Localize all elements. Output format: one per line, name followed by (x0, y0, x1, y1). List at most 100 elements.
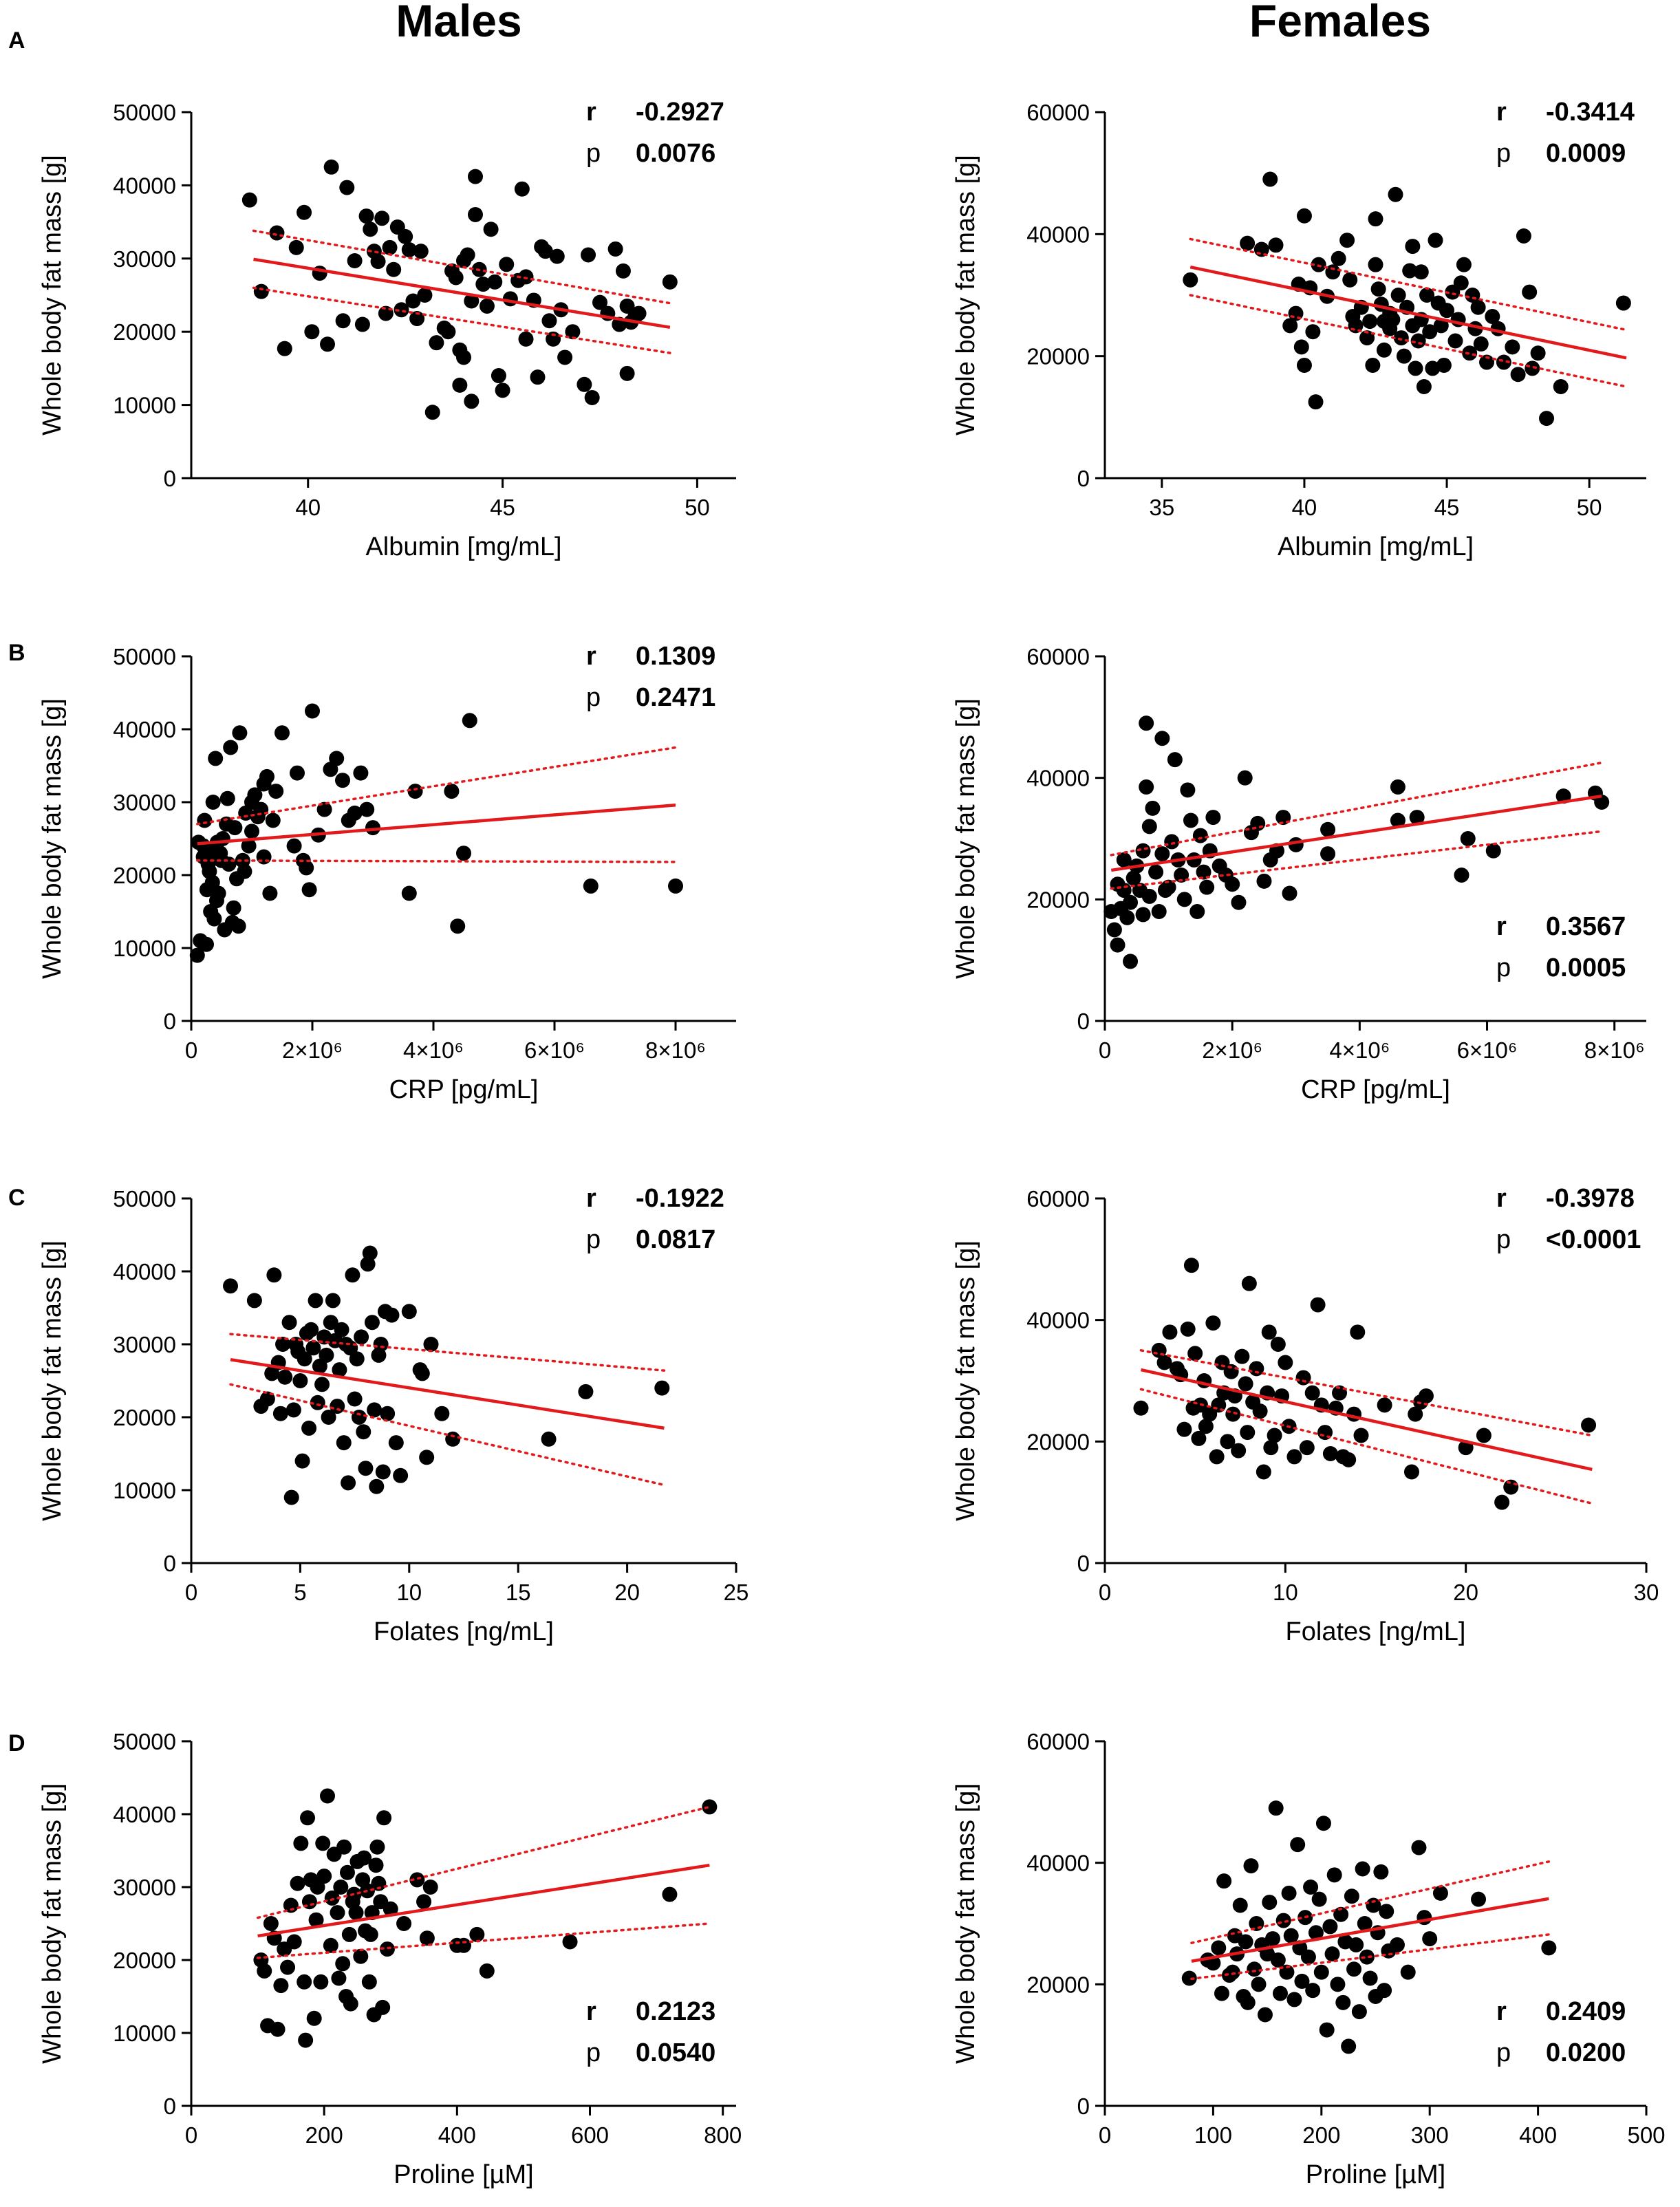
data-point (358, 1461, 374, 1476)
y-axis-label: Whole body fat mass [g] (38, 698, 67, 979)
data-point (1453, 275, 1469, 291)
x-tick-label: 20 (1453, 1580, 1478, 1605)
data-point (270, 2021, 286, 2037)
y-tick-label: 20000 (1026, 887, 1090, 912)
data-point (1225, 876, 1240, 892)
data-point (1139, 779, 1154, 795)
regression-line (1140, 1368, 1593, 1472)
data-point (1237, 770, 1253, 786)
r-value: -0.3414 (1546, 98, 1635, 127)
data-point (353, 765, 369, 781)
data-point (364, 1315, 380, 1331)
data-point (321, 1410, 336, 1425)
data-point (1333, 1906, 1349, 1922)
data-point (1344, 1888, 1359, 1904)
data-point (197, 812, 213, 828)
y-tick-label: 50000 (113, 644, 176, 669)
data-point (1376, 342, 1392, 358)
r-label: r (586, 98, 596, 127)
y-tick-label: 0 (1077, 1551, 1090, 1576)
data-point (1240, 1425, 1256, 1441)
ci-upper-line (1189, 237, 1628, 332)
ci-upper-line (252, 229, 671, 305)
y-tick-label: 0 (1077, 2093, 1090, 2119)
ci-upper-line (1110, 761, 1603, 857)
data-point (479, 298, 495, 314)
data-point (1422, 324, 1438, 340)
data-point (334, 1322, 349, 1337)
p-value: 0.0817 (636, 1225, 715, 1254)
data-point (241, 192, 257, 208)
data-point (281, 1315, 297, 1331)
data-point (290, 1875, 305, 1891)
y-axis-label: Whole body fat mass [g] (951, 1240, 980, 1521)
data-point (1503, 1479, 1519, 1495)
data-point (1270, 1337, 1286, 1352)
y-tick-label: 20000 (1026, 344, 1090, 369)
x-tick-label: 500 (1627, 2122, 1665, 2148)
data-point (343, 1996, 358, 2012)
ci-upper-line (1190, 1860, 1551, 1945)
data-point (368, 1858, 384, 1873)
data-point (401, 885, 417, 901)
data-point (1272, 1985, 1288, 2001)
p-label: p (586, 683, 601, 712)
data-point (1419, 288, 1435, 303)
data-point (1161, 879, 1176, 895)
x-tick-label: 6×10⁶ (1457, 1037, 1518, 1063)
data-point (1485, 309, 1500, 325)
y-tick-label: 60000 (1026, 100, 1090, 125)
data-point (1408, 360, 1423, 376)
r-value: -0.2927 (636, 98, 724, 127)
data-point (331, 1970, 347, 1986)
data-point (1282, 318, 1298, 334)
p-label: p (586, 2038, 601, 2067)
data-point (409, 1872, 425, 1888)
data-point (1154, 731, 1170, 746)
data-point (259, 1391, 275, 1407)
data-point (320, 1788, 335, 1804)
data-point (1525, 360, 1540, 376)
data-point (1299, 1440, 1315, 1456)
data-point (1505, 339, 1520, 355)
y-tick-label: 0 (1077, 466, 1090, 491)
data-point (1191, 1430, 1207, 1446)
data-point (1462, 345, 1478, 361)
data-point (1256, 1464, 1271, 1480)
x-tick-label: 200 (1302, 2122, 1340, 2148)
data-point (1470, 299, 1486, 315)
data-point (283, 1489, 299, 1505)
data-point (1205, 810, 1221, 826)
y-tick-label: 40000 (113, 1259, 176, 1284)
data-point (1262, 171, 1278, 187)
y-axis-label: Whole body fat mass [g] (951, 698, 980, 979)
y-tick-label: 30000 (113, 1332, 176, 1357)
data-point (1249, 1361, 1264, 1377)
data-point (419, 1450, 435, 1465)
data-point (268, 784, 284, 799)
scatter-panel-C-males: 0 10000 20000 30000 40000 50000 0 5 10 15 20 25 Fola… (38, 1184, 749, 1646)
scatter-panel-A-males: 0 10000 20000 30000 40000 50000 40 45 50 Albumin … (38, 98, 736, 561)
data-point (448, 270, 464, 286)
data-point (1320, 821, 1336, 837)
data-point (1357, 1916, 1372, 1931)
r-label: r (586, 642, 596, 671)
data-point (581, 247, 596, 263)
x-tick-label: 4×10⁶ (1329, 1037, 1390, 1063)
data-point (1290, 1837, 1306, 1853)
data-points (223, 1245, 670, 1505)
data-point (1183, 272, 1198, 288)
data-point (237, 863, 252, 879)
data-point (401, 1304, 417, 1320)
data-point (1241, 1275, 1257, 1291)
regression-line (230, 1358, 665, 1430)
data-point (264, 1366, 280, 1381)
data-point (541, 313, 557, 329)
data-point (562, 1934, 578, 1950)
data-point (310, 1395, 325, 1410)
ci-lower-line (196, 859, 677, 863)
data-points (1183, 171, 1631, 427)
data-point (1196, 864, 1211, 880)
data-point (299, 860, 314, 876)
